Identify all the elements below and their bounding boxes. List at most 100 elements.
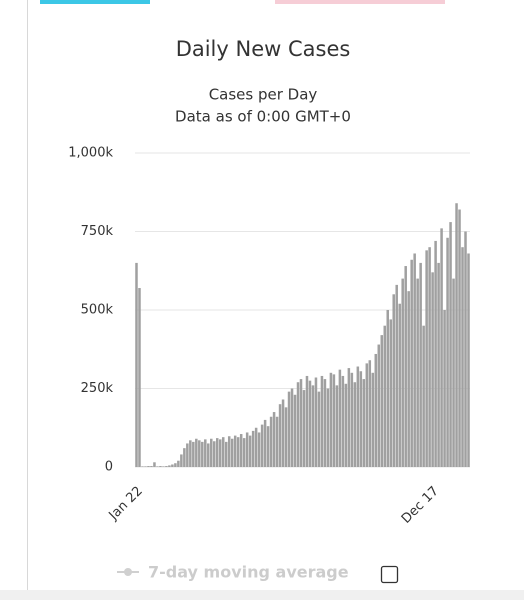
bar xyxy=(356,366,360,467)
bar xyxy=(317,391,321,467)
bar xyxy=(239,434,243,467)
bar xyxy=(227,436,231,467)
bar xyxy=(398,303,401,467)
bar xyxy=(165,466,168,467)
bar xyxy=(183,448,186,467)
bar xyxy=(320,375,324,467)
bar xyxy=(210,438,213,467)
bar xyxy=(440,228,443,467)
x-tick-label: Dec 17 xyxy=(399,484,442,527)
bar xyxy=(233,435,237,467)
bar xyxy=(425,250,428,467)
bar xyxy=(467,253,470,467)
bar xyxy=(464,231,467,467)
bar xyxy=(455,203,458,468)
bar xyxy=(449,222,452,467)
legend-marker xyxy=(124,568,132,576)
bar xyxy=(296,382,300,467)
checkbox[interactable] xyxy=(380,565,399,584)
bar xyxy=(329,372,333,467)
bar xyxy=(138,288,141,467)
bar xyxy=(141,466,144,467)
bar xyxy=(281,399,285,467)
y-tick-label: 1,000k xyxy=(68,146,113,161)
bar xyxy=(159,466,162,467)
bar xyxy=(323,379,327,467)
footer-strip xyxy=(0,590,524,600)
bar xyxy=(437,262,440,467)
tab-indicator xyxy=(275,0,445,4)
y-tick-label: 500k xyxy=(81,303,114,318)
bar xyxy=(371,372,375,467)
bar xyxy=(192,441,195,467)
bar xyxy=(386,310,390,467)
bar xyxy=(407,291,410,467)
bar xyxy=(224,441,228,467)
bar xyxy=(362,379,366,467)
legend[interactable]: 7-day moving average xyxy=(117,563,349,582)
bar xyxy=(177,460,180,467)
bar xyxy=(443,310,446,467)
bar xyxy=(302,390,306,467)
bar xyxy=(180,454,183,467)
bar xyxy=(168,465,171,467)
bar xyxy=(338,369,342,467)
bar xyxy=(434,240,437,467)
bar xyxy=(263,419,267,467)
bar xyxy=(147,466,150,467)
chart-subtitle: Data as of 0:00 GMT+0 xyxy=(175,108,351,126)
legend-label[interactable]: 7-day moving average xyxy=(148,563,349,582)
bar xyxy=(284,407,288,467)
chart-title: Daily New Cases xyxy=(176,37,351,61)
bar xyxy=(365,363,369,467)
bar xyxy=(368,360,372,467)
bar xyxy=(156,466,159,467)
bar xyxy=(153,462,156,467)
bar xyxy=(135,262,138,467)
bar xyxy=(377,344,381,467)
bar xyxy=(374,353,378,467)
x-tick-label: Jan 22 xyxy=(106,484,146,524)
bar xyxy=(299,379,303,467)
bar xyxy=(341,375,345,467)
bar xyxy=(275,416,279,467)
bar xyxy=(230,438,234,467)
bar xyxy=(195,438,198,467)
bar xyxy=(332,374,336,467)
bar xyxy=(215,438,219,467)
bar xyxy=(221,437,225,467)
bar xyxy=(254,427,258,467)
bar xyxy=(458,209,461,467)
bar xyxy=(305,375,309,467)
bar xyxy=(326,388,330,467)
bar xyxy=(201,441,204,467)
bar xyxy=(290,388,294,467)
bar xyxy=(245,432,249,467)
bar xyxy=(150,466,153,467)
bar xyxy=(186,443,189,467)
bar xyxy=(353,382,357,467)
bar xyxy=(359,371,363,467)
bar xyxy=(266,426,270,467)
bar xyxy=(431,272,434,467)
bar xyxy=(428,247,431,467)
bar xyxy=(278,404,282,467)
y-tick-label: 250k xyxy=(81,381,114,396)
bar xyxy=(401,278,404,467)
bar xyxy=(272,412,276,467)
bar xyxy=(189,440,192,467)
bar xyxy=(236,437,240,467)
bar xyxy=(162,466,165,467)
bar xyxy=(218,439,222,467)
y-tick-label: 750k xyxy=(81,224,114,239)
bar xyxy=(413,253,416,467)
bar xyxy=(248,435,252,467)
bar xyxy=(308,380,312,467)
bar xyxy=(344,383,348,467)
bar xyxy=(242,438,246,467)
bar xyxy=(171,464,174,467)
bar xyxy=(350,372,354,467)
chart-subtitle: Cases per Day xyxy=(209,86,318,104)
bar xyxy=(207,443,210,467)
bar xyxy=(311,385,315,467)
